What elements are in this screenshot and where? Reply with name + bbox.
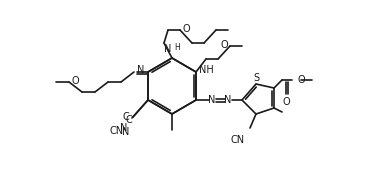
Text: N: N bbox=[120, 123, 127, 133]
Text: NH: NH bbox=[199, 65, 214, 75]
Text: C: C bbox=[123, 112, 130, 122]
Text: O: O bbox=[297, 75, 305, 85]
Text: O: O bbox=[220, 39, 228, 49]
Text: N: N bbox=[208, 95, 216, 105]
Text: CN: CN bbox=[110, 126, 124, 136]
Text: N: N bbox=[163, 44, 171, 54]
Text: O: O bbox=[182, 24, 190, 33]
Text: S: S bbox=[253, 73, 259, 83]
Text: O: O bbox=[282, 97, 290, 107]
Text: CN: CN bbox=[231, 135, 245, 145]
Text: C: C bbox=[125, 115, 132, 125]
Text: N: N bbox=[122, 127, 130, 137]
Text: N: N bbox=[224, 95, 232, 105]
Text: H: H bbox=[174, 43, 180, 52]
Text: N: N bbox=[137, 65, 144, 75]
Text: O: O bbox=[72, 76, 79, 86]
